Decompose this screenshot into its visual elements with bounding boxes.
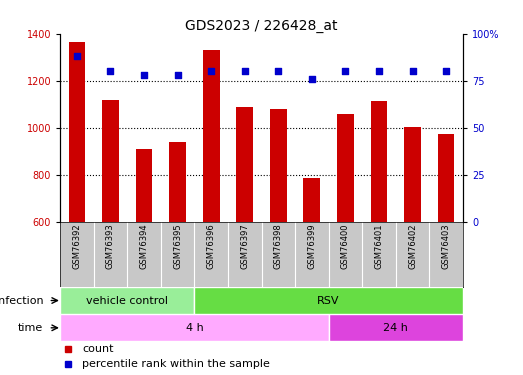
Point [106, 69, 115, 75]
Text: GSM76402: GSM76402 [408, 224, 417, 269]
Bar [404, 127, 421, 222]
Bar [135, 149, 152, 222]
Point [341, 69, 349, 75]
Bar [60, 287, 195, 314]
Text: time: time [18, 323, 43, 333]
Bar [203, 50, 220, 222]
Bar [371, 101, 388, 222]
Bar [69, 42, 85, 222]
Text: GSM76399: GSM76399 [308, 224, 316, 269]
Bar [169, 142, 186, 222]
Text: 24 h: 24 h [383, 323, 408, 333]
Title: GDS2023 / 226428_at: GDS2023 / 226428_at [185, 19, 338, 33]
Point [408, 69, 417, 75]
Point [375, 69, 383, 75]
Point [308, 76, 316, 82]
Point [140, 72, 148, 78]
Text: GSM76393: GSM76393 [106, 224, 115, 269]
Text: GSM76401: GSM76401 [374, 224, 383, 269]
Bar [303, 177, 320, 222]
Text: GSM76392: GSM76392 [72, 224, 82, 269]
Bar [337, 114, 354, 222]
Text: GSM76398: GSM76398 [274, 224, 283, 269]
Bar [102, 100, 119, 222]
Text: GSM76394: GSM76394 [140, 224, 149, 269]
Point [73, 53, 81, 59]
Text: GSM76395: GSM76395 [173, 224, 182, 269]
Text: GSM76403: GSM76403 [441, 224, 451, 269]
Text: RSV: RSV [317, 296, 340, 306]
Point [442, 69, 450, 75]
Text: 4 h: 4 h [186, 323, 203, 333]
Bar [438, 134, 454, 222]
Point [274, 69, 282, 75]
Point [174, 72, 182, 78]
Point [207, 69, 215, 75]
Bar [328, 314, 463, 342]
Bar [195, 287, 463, 314]
Text: count: count [82, 344, 114, 354]
Bar [270, 109, 287, 222]
Point [241, 69, 249, 75]
Text: GSM76397: GSM76397 [240, 224, 249, 269]
Bar [60, 314, 328, 342]
Text: GSM76396: GSM76396 [207, 224, 215, 269]
Text: percentile rank within the sample: percentile rank within the sample [82, 359, 270, 369]
Text: GSM76400: GSM76400 [341, 224, 350, 269]
Text: vehicle control: vehicle control [86, 296, 168, 306]
Text: infection: infection [0, 296, 43, 306]
Bar [236, 107, 253, 222]
